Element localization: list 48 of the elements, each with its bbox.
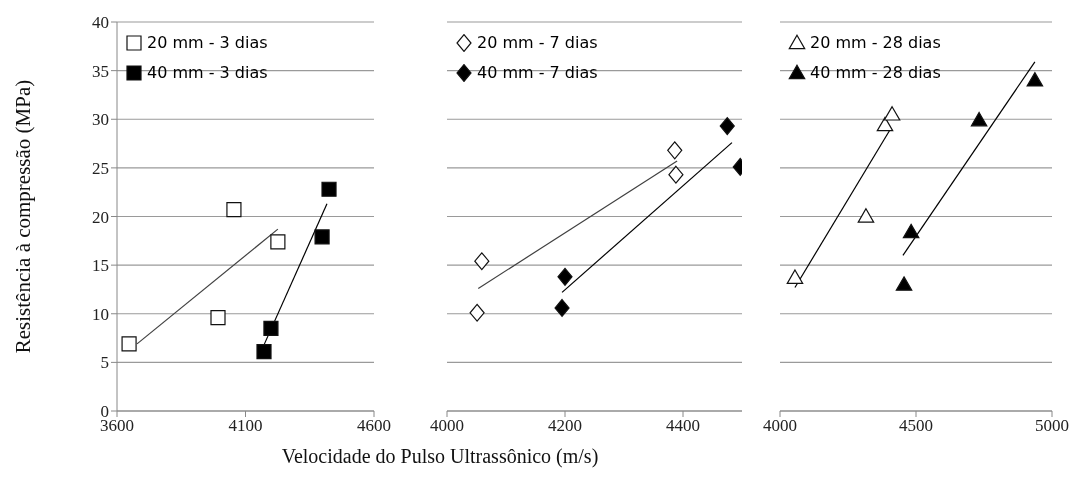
point: [474, 252, 490, 271]
y-tick-label: 30: [92, 110, 109, 130]
x-tick-label: 4200: [548, 416, 582, 436]
point: [719, 117, 735, 136]
point: [256, 344, 272, 360]
x-tick-label: 4100: [228, 416, 263, 436]
point: [554, 298, 570, 317]
y-tick-label: 35: [92, 61, 109, 81]
legend-label: 40 mm - 3 dias: [147, 62, 268, 84]
x-tick-label: 5000: [1035, 416, 1069, 436]
point: [557, 267, 573, 286]
y-tick-label: 5: [100, 353, 109, 373]
point: [469, 303, 485, 322]
point: [270, 234, 286, 250]
legend-label: 20 mm - 7 dias: [477, 32, 598, 54]
x-tick-label: 4500: [899, 416, 933, 436]
x-tick-label: 4000: [430, 416, 464, 436]
y-axis-title: Resistência à compressão (MPa): [11, 79, 36, 354]
point: [121, 336, 137, 352]
point: [876, 116, 894, 132]
point: [668, 165, 684, 184]
y-tick-label: 25: [92, 158, 109, 178]
legend-label: 20 mm - 3 dias: [147, 32, 268, 54]
point: [857, 208, 875, 223]
point: [210, 310, 226, 326]
point: [786, 269, 804, 284]
y-tick-label: 40: [92, 13, 109, 33]
point: [970, 111, 988, 127]
point: [1026, 72, 1044, 87]
x-tick-label: 3600: [100, 416, 134, 436]
x-axis-title: Velocidade do Pulso Ultrassônico (m/s): [280, 445, 600, 468]
x-tick-label: 4600: [357, 416, 391, 436]
legend-label: 20 mm - 28 dias: [810, 32, 941, 54]
y-tick-label: 20: [92, 207, 109, 227]
point: [263, 320, 279, 336]
y-tick-label: 10: [92, 304, 109, 324]
point: [321, 181, 337, 197]
y-tick-label: 15: [92, 256, 109, 276]
legend-label: 40 mm - 7 dias: [477, 62, 598, 84]
x-tick-label: 4400: [666, 416, 700, 436]
x-tick-label: 4000: [763, 416, 797, 436]
point: [226, 202, 242, 218]
legend-label: 40 mm - 28 dias: [810, 62, 941, 84]
point: [667, 141, 683, 160]
point: [883, 106, 901, 121]
point: [902, 223, 920, 239]
point: [314, 229, 330, 245]
point: [895, 276, 913, 291]
